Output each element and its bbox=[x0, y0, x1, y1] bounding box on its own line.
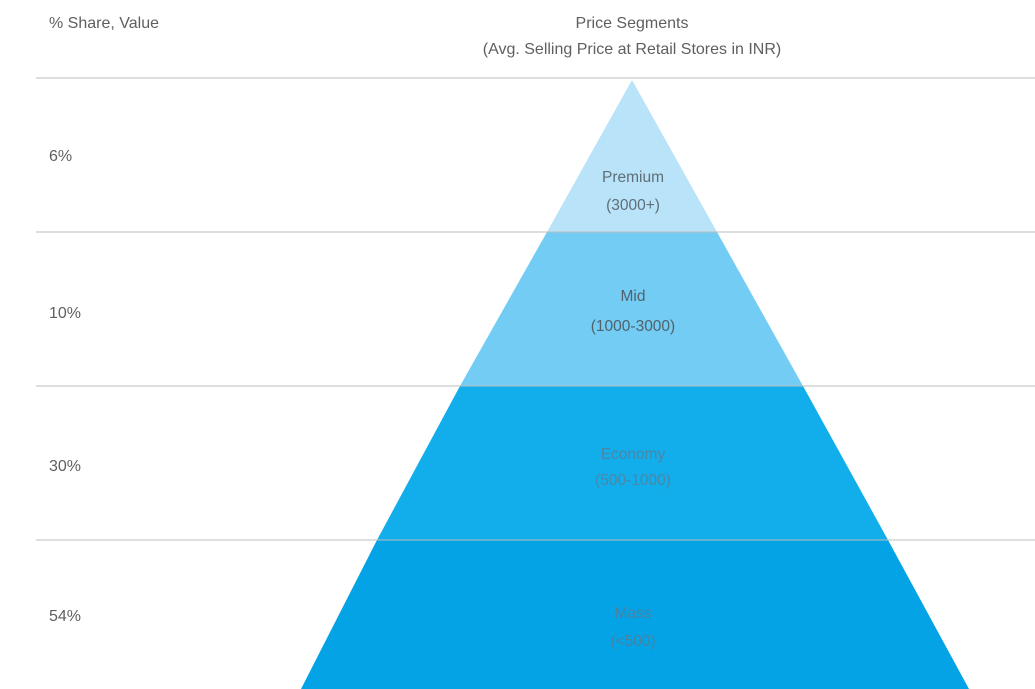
segment-range-economy: (500-1000) bbox=[595, 472, 671, 489]
segment-range-mass: (<500) bbox=[610, 633, 655, 650]
share-value-mid: 10% bbox=[49, 305, 81, 322]
segment-name-mid: Mid bbox=[621, 288, 646, 305]
segment-range-mid: (1000-3000) bbox=[591, 318, 675, 335]
segment-range-premium: (3000+) bbox=[606, 197, 660, 214]
share-value-premium: 6% bbox=[49, 148, 72, 165]
share-value-economy: 30% bbox=[49, 458, 81, 475]
share-value-mass: 54% bbox=[49, 608, 81, 625]
segment-name-mass: Mass bbox=[614, 605, 651, 622]
segments-title-line1: Price Segments bbox=[576, 15, 689, 32]
pyramid-band-premium bbox=[547, 80, 717, 232]
segment-name-premium: Premium bbox=[602, 169, 664, 186]
segments-title-line2: (Avg. Selling Price at Retail Stores in … bbox=[483, 41, 781, 58]
pyramid-band-economy bbox=[377, 386, 888, 540]
share-column-header: % Share, Value bbox=[49, 15, 159, 32]
segment-name-economy: Economy bbox=[601, 446, 666, 463]
pyramid-band-mid bbox=[460, 232, 803, 386]
pyramid-band-mass bbox=[301, 540, 969, 689]
